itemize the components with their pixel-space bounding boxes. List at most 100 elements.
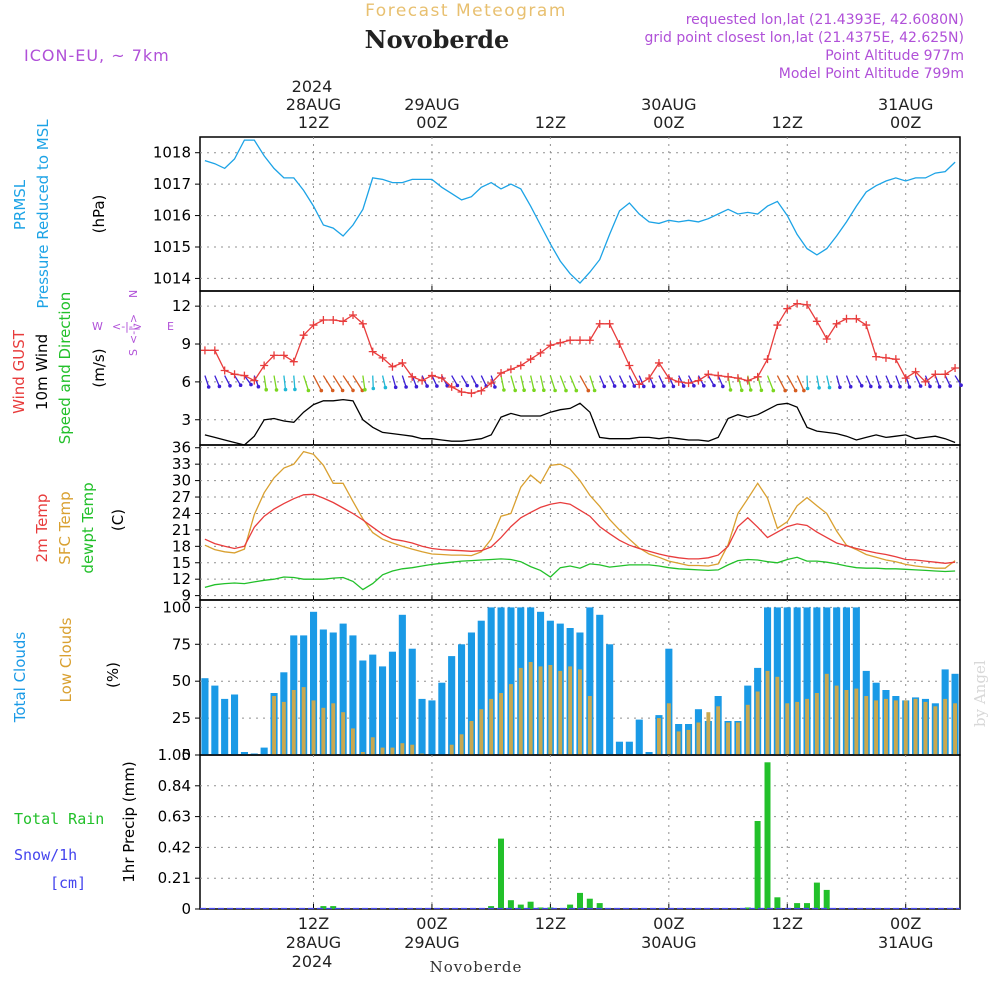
low-cloud-bar xyxy=(311,700,316,755)
wind-direction-arrow xyxy=(233,375,242,386)
wind-arrow-head xyxy=(671,384,676,389)
wind-direction-arrow xyxy=(826,375,831,388)
low-cloud-bar xyxy=(489,698,494,755)
low-cloud-bar xyxy=(884,698,888,755)
snow-label: Snow/1h xyxy=(14,846,77,864)
time-axis-labels: 2024 2024 28AUG12Z12Z28AUG29AUG00Z00Z29A… xyxy=(286,77,934,971)
bottom-hour-label: 00Z xyxy=(416,914,447,933)
wind-direction-arrow xyxy=(293,375,296,390)
gust-point xyxy=(684,379,693,388)
clouds-y-ticks: 0 25 50 75 100 xyxy=(162,598,200,764)
gust-point xyxy=(427,371,436,380)
low-cloud-bar xyxy=(321,707,326,755)
wind-direction-arrow xyxy=(599,375,605,387)
wind-arrow-head xyxy=(274,388,279,392)
grid-point: grid point closest lon,lat (21.4375E, 42… xyxy=(644,30,964,46)
y-tick-label: 21 xyxy=(172,521,191,539)
y-tick-label: 100 xyxy=(162,598,191,616)
wind-direction-arrow xyxy=(322,375,334,391)
wind-direction-arrow xyxy=(579,375,589,391)
total-cloud-bar xyxy=(615,741,623,755)
low-cloud-bar xyxy=(666,703,671,755)
snow-unit-label: [cm] xyxy=(50,874,86,892)
y-tick-label: 1.05 xyxy=(158,746,191,764)
total-cloud-bar xyxy=(349,635,357,755)
rain-bar xyxy=(744,907,751,909)
total-cloud-bar xyxy=(359,660,367,755)
wind-direction-arrow xyxy=(401,375,407,388)
wind-direction-arrow xyxy=(391,375,397,388)
y-tick-label: 33 xyxy=(172,455,191,473)
compass-arrow-h: <-|-> xyxy=(112,320,142,333)
gust-point xyxy=(724,372,733,381)
wind-arrow-head xyxy=(622,384,627,388)
low-cloud-bar xyxy=(657,718,661,755)
total-cloud-bar xyxy=(201,678,209,755)
wind-arrow-head xyxy=(475,384,479,388)
low-cloud-bar xyxy=(775,676,780,755)
rain-bar xyxy=(507,900,514,909)
temp-sfc-label: SFC Temp xyxy=(56,491,74,564)
wind-direction-arrow xyxy=(786,375,797,391)
low-cloud-bar xyxy=(854,688,859,755)
wind-direction-arrow xyxy=(658,375,665,387)
total-cloud-bar xyxy=(310,611,318,755)
gust-point xyxy=(378,353,387,362)
wind-arrow-head xyxy=(340,388,345,393)
wind-direction-arrow xyxy=(875,375,881,388)
wind-arrow-head xyxy=(206,385,211,389)
rain-bar xyxy=(567,904,574,909)
gust-point xyxy=(516,361,525,370)
gust-point xyxy=(605,319,614,328)
gust-point xyxy=(881,353,890,362)
low-cloud-bar xyxy=(469,721,474,755)
wind-arrow-head xyxy=(414,384,419,389)
wind-direction-arrow xyxy=(934,375,941,387)
wind-arrow-head xyxy=(502,388,506,392)
total-cloud-bar xyxy=(596,614,604,755)
y-tick-label: 12 xyxy=(172,570,191,588)
gust-point xyxy=(339,317,348,326)
low-cloud-bar xyxy=(499,693,503,755)
rain-bar xyxy=(577,892,583,909)
low-cloud-bar xyxy=(785,703,790,755)
y-tick-label: 30 xyxy=(172,472,191,490)
wind-arrow-head xyxy=(759,388,764,393)
wind-arrow-head xyxy=(907,385,912,389)
low-cloud-bar xyxy=(360,752,365,755)
total-cloud-bar xyxy=(221,698,229,755)
low-cloud-bar xyxy=(410,744,415,755)
wind-direction-arrow xyxy=(954,375,962,386)
gust-point xyxy=(457,387,466,396)
gust-point xyxy=(931,370,940,379)
wind-arrow-head xyxy=(642,384,646,389)
gust-point xyxy=(240,371,249,380)
gust-point xyxy=(437,374,446,383)
precip-y-ticks: 0 0.21 0.42 0.63 0.84 1.05 xyxy=(158,746,200,918)
wind-direction-arrow xyxy=(352,375,363,391)
pressure-y-ticks: 1014 1015 1016 1017 1018 xyxy=(153,144,200,287)
gust-point xyxy=(822,334,831,343)
total-cloud-bar xyxy=(369,654,377,755)
gust-point xyxy=(309,321,318,330)
total-cloud-bar xyxy=(448,656,456,755)
rain-bar xyxy=(537,907,544,909)
gust-point xyxy=(595,319,604,328)
prmsl-line xyxy=(204,139,956,285)
total-cloud-bar xyxy=(211,685,219,755)
wind-speed-dir-label: Speed and Direction xyxy=(56,292,74,445)
low-cloud-bar xyxy=(518,667,523,755)
low-cloud-bar xyxy=(745,704,750,755)
low-cloud-bar xyxy=(716,706,721,755)
wind-direction-arrow xyxy=(845,375,852,387)
wind-arrow-head xyxy=(371,386,376,391)
gust-point xyxy=(951,364,960,372)
wind-arrow-head xyxy=(553,388,557,393)
model-altitude: Model Point Altitude 799m xyxy=(779,66,964,82)
gust-point xyxy=(250,376,259,385)
point-altitude: Point Altitude 977m xyxy=(825,48,964,64)
wind-arrow-head xyxy=(455,383,460,388)
wind-arrow-head xyxy=(256,384,261,389)
pressure-marks xyxy=(204,139,956,285)
wind-arrow-head xyxy=(702,384,706,388)
